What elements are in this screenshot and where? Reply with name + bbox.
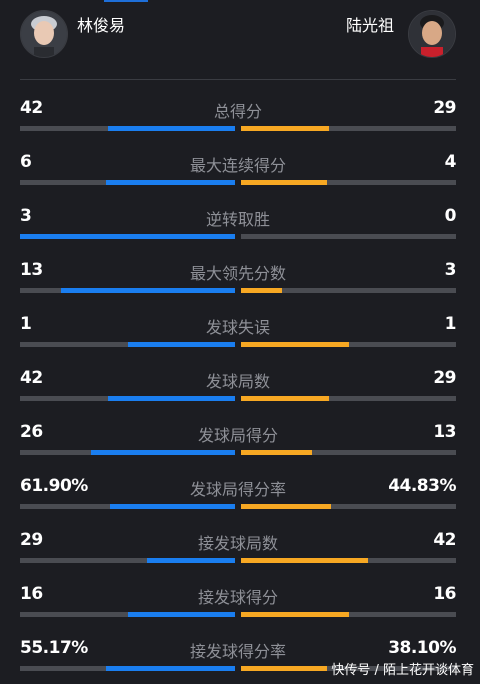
stat-row-5: 42 发球局数 29 xyxy=(20,368,456,408)
top-tab-indicator xyxy=(104,0,148,2)
avatar-portrait-icon xyxy=(21,11,67,57)
right-value: 38.10% xyxy=(388,638,456,658)
stat-label: 发球局得分 xyxy=(197,426,278,445)
left-value: 55.17% xyxy=(20,638,88,658)
left-player-avatar[interactable] xyxy=(20,10,68,58)
right-bar-track xyxy=(241,504,456,509)
left-player-name[interactable]: 林俊易 xyxy=(77,16,126,35)
right-player-avatar[interactable] xyxy=(408,10,456,58)
left-value: 16 xyxy=(20,584,43,604)
stat-row-1: 6 最大连续得分 4 xyxy=(20,152,457,192)
left-value: 6 xyxy=(20,152,32,172)
left-bar-track xyxy=(20,342,235,347)
left-bar-track xyxy=(20,288,235,293)
right-value: 13 xyxy=(433,422,456,442)
stat-label: 接发球局数 xyxy=(197,534,278,553)
left-bar-fill xyxy=(127,612,235,617)
right-bar-fill xyxy=(241,180,327,185)
stat-label: 发球局得分率 xyxy=(189,480,286,499)
right-bar-track xyxy=(241,612,456,617)
right-value: 29 xyxy=(433,368,456,388)
right-value: 44.83% xyxy=(388,476,456,496)
left-bar-fill xyxy=(20,234,235,239)
left-bar-fill xyxy=(146,558,235,563)
header-divider xyxy=(20,79,456,80)
left-bar-fill xyxy=(108,396,235,401)
right-bar-fill xyxy=(241,666,327,671)
right-bar-track xyxy=(241,396,456,401)
left-value: 13 xyxy=(20,260,43,280)
stat-label: 逆转取胜 xyxy=(205,210,270,229)
stat-row-0: 42 总得分 29 xyxy=(20,98,456,138)
left-bar-fill xyxy=(108,126,235,131)
left-value: 42 xyxy=(20,368,43,388)
stat-label: 总得分 xyxy=(213,102,262,121)
right-value: 0 xyxy=(444,206,457,226)
left-value: 26 xyxy=(20,422,43,442)
stat-label: 最大连续得分 xyxy=(189,156,286,175)
right-player-name[interactable]: 陆光祖 xyxy=(345,16,394,35)
stat-row-7: 61.90% 发球局得分率 44.83% xyxy=(20,476,456,516)
stat-row-6: 26 发球局得分 13 xyxy=(20,422,456,462)
stat-row-2: 3 逆转取胜 0 xyxy=(20,206,457,246)
right-bar-track xyxy=(241,288,456,293)
watermark: 快传号 / 陌上花开谈体育 xyxy=(331,663,474,678)
left-bar-track xyxy=(20,126,235,131)
left-bar-track xyxy=(20,612,235,617)
left-bar-track xyxy=(20,666,235,671)
stat-label: 最大领先分数 xyxy=(189,264,286,283)
left-bar-track xyxy=(20,234,235,239)
avatar-portrait-icon xyxy=(409,11,455,57)
stat-row-10: 55.17% 接发球得分率 38.10% xyxy=(20,638,456,678)
left-bar-track xyxy=(20,180,235,185)
right-bar-track xyxy=(241,180,456,185)
right-bar-fill xyxy=(241,504,332,509)
right-bar-fill xyxy=(241,126,330,131)
stat-row-4: 1 发球失误 1 xyxy=(20,314,457,354)
left-value: 3 xyxy=(20,206,32,226)
stat-label: 发球局数 xyxy=(205,372,270,391)
left-value: 1 xyxy=(20,314,32,334)
right-bar-track xyxy=(241,126,456,131)
stat-label: 接发球得分率 xyxy=(189,642,286,661)
right-bar-track xyxy=(241,666,456,671)
right-bar-fill xyxy=(241,342,349,347)
stat-row-8: 29 接发球局数 42 xyxy=(20,530,456,570)
right-bar-fill xyxy=(241,288,282,293)
right-bar-track xyxy=(241,342,456,347)
left-bar-track xyxy=(20,396,235,401)
left-bar-fill xyxy=(106,666,235,671)
left-bar-track xyxy=(20,504,235,509)
right-bar-track xyxy=(241,234,456,239)
left-bar-fill xyxy=(110,504,235,509)
right-bar-track xyxy=(241,558,456,563)
stat-label: 发球失误 xyxy=(205,318,270,337)
stat-label: 接发球得分 xyxy=(197,588,278,607)
left-bar-fill xyxy=(106,180,235,185)
left-bar-fill xyxy=(90,450,235,455)
left-value: 61.90% xyxy=(20,476,88,496)
left-value: 42 xyxy=(20,98,43,118)
left-bar-track xyxy=(20,450,235,455)
right-value: 4 xyxy=(444,152,457,172)
right-bar-track xyxy=(241,450,456,455)
right-bar-fill xyxy=(241,450,312,455)
stat-row-9: 16 接发球得分 16 xyxy=(20,584,456,624)
left-bar-fill xyxy=(127,342,235,347)
left-bar-fill xyxy=(60,288,235,293)
player-header: 林俊易 陆光祖 xyxy=(0,0,480,80)
right-value: 42 xyxy=(433,530,456,550)
right-value: 16 xyxy=(433,584,456,604)
stat-row-3: 13 最大领先分数 3 xyxy=(20,260,457,300)
right-value: 1 xyxy=(444,314,457,334)
right-value: 29 xyxy=(433,98,456,118)
right-value: 3 xyxy=(444,260,457,280)
right-bar-fill xyxy=(241,396,330,401)
left-bar-track xyxy=(20,558,235,563)
right-bar-fill xyxy=(241,612,349,617)
left-value: 29 xyxy=(20,530,43,550)
right-bar-fill xyxy=(241,558,368,563)
